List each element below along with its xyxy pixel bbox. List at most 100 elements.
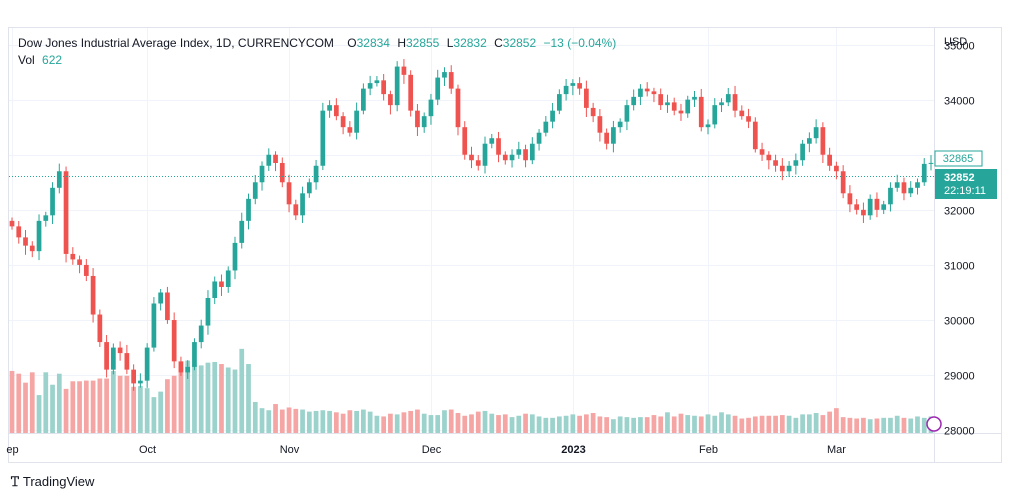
candle-body bbox=[97, 314, 103, 343]
volume-bar bbox=[685, 415, 691, 433]
volume-bar bbox=[840, 417, 846, 433]
volume-bar bbox=[286, 407, 292, 433]
candle-body bbox=[185, 366, 191, 373]
candle-body bbox=[131, 369, 136, 384]
volume-bar bbox=[421, 413, 427, 433]
candle-body bbox=[374, 80, 380, 84]
candle-body bbox=[388, 94, 393, 106]
candle-body bbox=[739, 110, 745, 117]
volume-bar bbox=[212, 361, 218, 433]
candle-body bbox=[502, 154, 508, 161]
candle-body bbox=[144, 347, 150, 381]
candle-body bbox=[692, 96, 697, 100]
candle-body bbox=[239, 220, 245, 243]
volume-bar bbox=[185, 360, 191, 433]
open-value: 32834 bbox=[356, 36, 390, 50]
candle-body bbox=[300, 193, 305, 216]
volume-bar bbox=[482, 410, 488, 433]
candle-body bbox=[110, 347, 116, 370]
volume-bar bbox=[617, 416, 623, 433]
candle-body bbox=[807, 138, 812, 144]
volume-bar bbox=[192, 364, 197, 433]
volume-bar bbox=[388, 413, 393, 433]
y-tick-label: 30000 bbox=[944, 316, 975, 328]
candle-body bbox=[63, 171, 69, 254]
volume-bar bbox=[70, 381, 76, 433]
countdown-timer: 22:19:11 bbox=[944, 185, 986, 197]
volume-bar bbox=[556, 416, 562, 433]
volume-bar bbox=[881, 417, 887, 433]
volume-bar bbox=[888, 417, 893, 433]
candle-body bbox=[56, 171, 62, 188]
volume-bar bbox=[9, 370, 15, 433]
y-tick-label: 28000 bbox=[944, 426, 975, 438]
candle-body bbox=[428, 99, 434, 117]
volume-bar bbox=[631, 417, 637, 433]
candle-body bbox=[732, 94, 738, 111]
candle-body bbox=[705, 124, 711, 128]
timescale-marker-icon[interactable] bbox=[926, 416, 942, 432]
footer-brand[interactable]: 𝚃 TradingView bbox=[10, 473, 94, 490]
candle-body bbox=[482, 143, 488, 166]
candle-body bbox=[117, 347, 123, 354]
volume-bar bbox=[178, 367, 184, 433]
volume-bar bbox=[725, 414, 731, 433]
volume-bar bbox=[874, 418, 880, 433]
candle-body bbox=[678, 110, 684, 114]
candle-body bbox=[827, 154, 833, 166]
candle-body bbox=[509, 154, 515, 161]
candle-body bbox=[908, 187, 914, 194]
time-axis: ep Oct Nov Dec 2023 Feb Mar bbox=[6, 444, 846, 456]
volume-bar bbox=[719, 412, 724, 433]
last-price-tag: 32852 22:19:11 bbox=[935, 169, 997, 199]
candle-body bbox=[273, 154, 278, 163]
volume-bar bbox=[698, 416, 704, 433]
volume-label[interactable]: Vol bbox=[18, 53, 35, 67]
candle-body bbox=[340, 116, 346, 128]
volume-bar bbox=[171, 375, 177, 433]
candle-body bbox=[881, 204, 887, 210]
candle-body bbox=[293, 204, 299, 216]
x-tick-label: ep bbox=[6, 444, 18, 456]
volume-bar bbox=[23, 382, 28, 433]
candles bbox=[9, 59, 934, 391]
volume-bar bbox=[408, 410, 414, 433]
volume-bar bbox=[266, 410, 272, 433]
volume-bar bbox=[550, 417, 555, 433]
candle-body bbox=[840, 171, 846, 194]
volume-bar bbox=[239, 348, 245, 433]
volume-bar bbox=[455, 413, 461, 433]
candle-body bbox=[536, 132, 542, 144]
candle-body bbox=[894, 182, 900, 188]
candle-body bbox=[279, 163, 285, 183]
volume-bar bbox=[428, 415, 434, 433]
candle-body bbox=[435, 77, 441, 100]
volume-bar bbox=[401, 412, 407, 433]
candle-body bbox=[928, 162, 934, 164]
candle-body bbox=[124, 353, 130, 370]
candle-body bbox=[259, 165, 265, 183]
volume-bar bbox=[759, 415, 765, 433]
candle-body bbox=[83, 264, 89, 276]
volume-bar bbox=[43, 372, 49, 433]
volume-bar bbox=[333, 412, 339, 433]
candle-body bbox=[313, 165, 319, 183]
high-tag-value: 32865 bbox=[943, 153, 974, 165]
candle-body bbox=[50, 187, 55, 216]
candle-body bbox=[556, 94, 562, 111]
candle-body bbox=[665, 102, 670, 106]
candle-body bbox=[874, 198, 880, 210]
volume-bar bbox=[894, 415, 900, 433]
volume-bar bbox=[793, 417, 799, 433]
volume-bar bbox=[279, 409, 285, 433]
candle-body bbox=[854, 204, 860, 210]
candle-body bbox=[543, 121, 549, 133]
volume-bar bbox=[692, 415, 697, 433]
volume-bar bbox=[83, 380, 89, 433]
x-tick-label: Mar bbox=[827, 444, 846, 456]
candle-body bbox=[516, 149, 522, 155]
symbol-title[interactable]: Dow Jones Industrial Average Index, 1D, … bbox=[18, 36, 334, 50]
candle-body bbox=[773, 160, 778, 166]
brand-name: TradingView bbox=[22, 474, 95, 489]
candle-body bbox=[192, 342, 197, 367]
